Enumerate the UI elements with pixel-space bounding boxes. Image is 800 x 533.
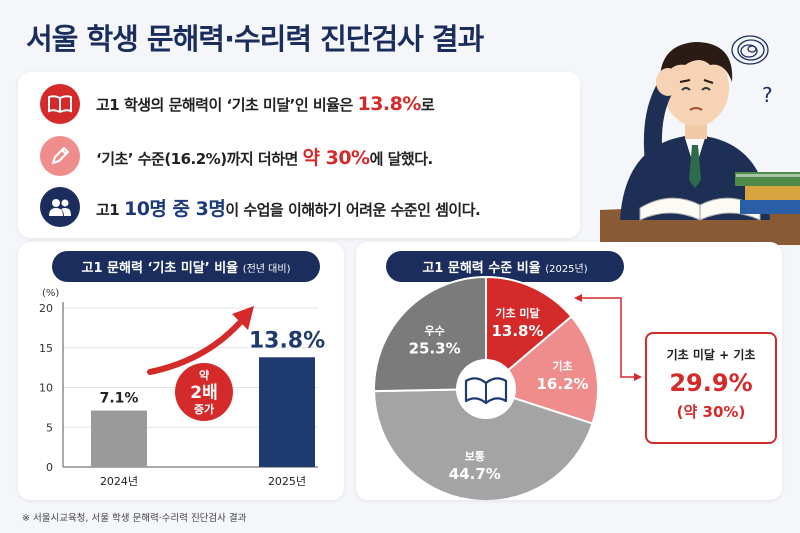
pie-slice: [485, 275, 573, 392]
stat-highlight: 10명 중 3명: [123, 197, 226, 220]
callout-box: 기초 미달 + 기초 29.9% (약 30%): [645, 332, 777, 444]
stat-highlight: 약 30%: [302, 146, 371, 169]
svg-text:?: ?: [762, 83, 773, 107]
pie-slice: [372, 387, 594, 500]
pie-chart-title: 고1 문해력 수준 비율 (2025년): [386, 251, 624, 282]
x-tick-label: 2025년: [268, 475, 306, 488]
y-tick-label: 5: [46, 421, 53, 434]
growth-badge-text: 약: [199, 368, 209, 382]
bar: [259, 357, 315, 467]
callout-sub: (약 30%): [676, 403, 746, 421]
bar-value-label: 7.1%: [100, 391, 139, 407]
worried-student-illustration: ?: [600, 35, 800, 245]
callout-value: 29.9%: [669, 369, 753, 397]
pie-slice-label: 우수: [424, 325, 444, 338]
pie-slice-value: 25.3%: [409, 340, 461, 358]
pie-slice: [373, 275, 487, 393]
callout-arrow-head: [634, 373, 642, 381]
summary-line-1: 고1 학생의 문해력이 ‘기초 미달’인 비율은 13.8%로: [40, 84, 435, 124]
pie-slice-label: 기초: [552, 359, 572, 373]
summary-panel: 고1 학생의 문해력이 ‘기초 미달’인 비율은 13.8%로 ‘기초’ 수준(…: [18, 72, 580, 238]
bar-value-label: 13.8%: [249, 328, 325, 353]
pie-slice-label: 보통: [465, 450, 485, 463]
growth-badge-text: 2배: [190, 383, 217, 403]
growth-badge-text: 증가: [194, 402, 214, 416]
growth-arrow: [147, 315, 247, 375]
page-title: 서울 학생 문해력·수리력 진단검사 결과: [26, 22, 484, 56]
bar: [91, 410, 147, 467]
book-icon: [40, 84, 80, 124]
bar-chart-title: 고1 문해력 ‘기초 미달’ 비율 (전년 대비): [52, 251, 320, 282]
callout-connector: [578, 297, 638, 378]
pencil-icon: [40, 136, 80, 176]
pie-slice-label: 기초 미달: [495, 306, 539, 320]
callout-arrow-head: [574, 294, 582, 302]
pie-chart: 기초 미달 13.8% 기초 16.2% 보통 44.7% 우수 25.3%: [372, 275, 642, 500]
summary-line-2: ‘기초’ 수준(16.2%)까지 더하면 약 30%에 달했다.: [40, 136, 433, 176]
x-tick-label: 2024년: [100, 475, 138, 488]
growth-arrow-head: [232, 306, 254, 330]
y-tick-label: 10: [39, 382, 53, 395]
people-icon: [40, 187, 80, 227]
footer-source: ※ 서울시교육청, 서울 학생 문해력·수리력 진단검사 결과: [22, 513, 247, 524]
y-tick-label: 0: [46, 461, 53, 474]
callout-label: 기초 미달 + 기초: [666, 348, 756, 362]
growth-badge: [175, 363, 233, 421]
y-axis-unit: (%): [42, 288, 59, 299]
pie-slice-value: 44.7%: [449, 465, 501, 483]
pie-slice-value: 13.8%: [491, 322, 543, 340]
y-tick-label: 20: [39, 302, 53, 315]
y-tick-label: 15: [39, 342, 53, 355]
summary-line-3: 고1 10명 중 3명이 수업을 이해하기 어려운 수준인 셈이다.: [40, 187, 481, 227]
pie-slice-value: 16.2%: [537, 375, 589, 393]
stat-highlight: 13.8%: [357, 93, 421, 115]
